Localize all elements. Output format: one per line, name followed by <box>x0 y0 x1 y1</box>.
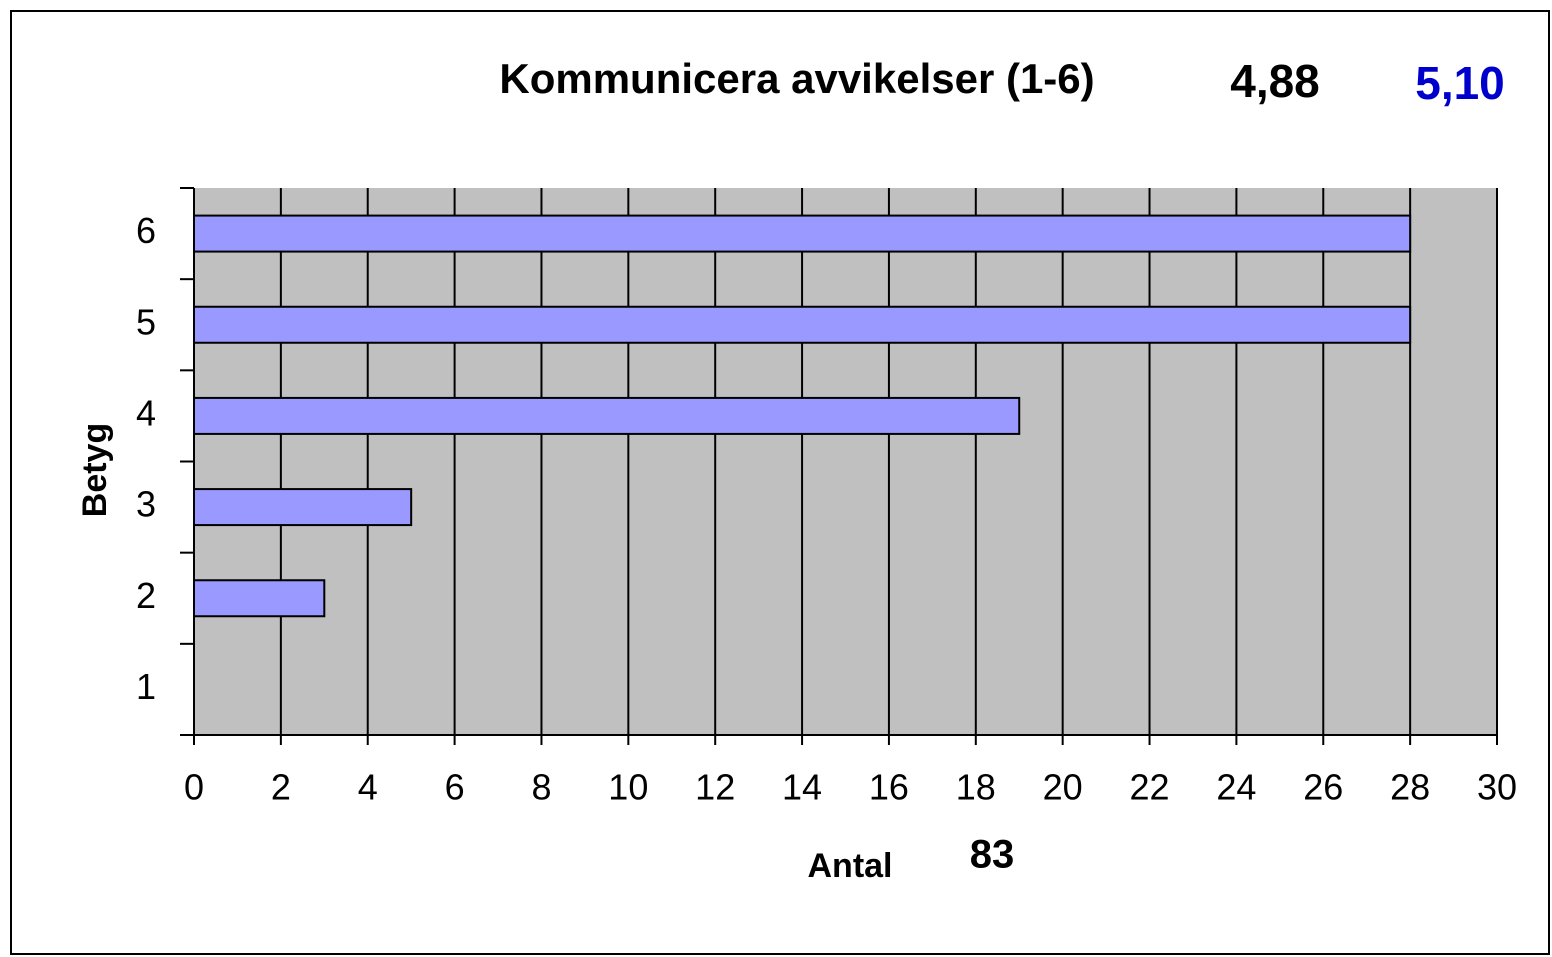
x-tick-label: 0 <box>184 767 204 808</box>
x-tick-label: 28 <box>1390 767 1430 808</box>
y-tick-label: 4 <box>136 392 156 433</box>
x-tick-label: 20 <box>1043 767 1083 808</box>
y-tick-label: 2 <box>136 575 156 616</box>
x-tick-label: 18 <box>956 767 996 808</box>
x-tick-label: 8 <box>531 767 551 808</box>
annotation: 4,88 <box>1230 55 1320 107</box>
x-tick-label: 16 <box>869 767 909 808</box>
x-tick-label: 10 <box>608 767 648 808</box>
y-tick-label: 6 <box>136 210 156 251</box>
y-tick-label: 5 <box>136 301 156 342</box>
x-tick-label: 22 <box>1130 767 1170 808</box>
bar <box>193 488 413 527</box>
x-tick-label: 2 <box>271 767 291 808</box>
x-axis-label: Antal <box>808 847 893 885</box>
chart-title: Kommunicera avvikelser (1-6) <box>499 55 1094 102</box>
y-axis-label: Betyg <box>76 423 114 517</box>
x-tick-label: 26 <box>1303 767 1343 808</box>
annotation: 5,10 <box>1415 57 1505 109</box>
x-tick-label: 6 <box>445 767 465 808</box>
x-tick-label: 30 <box>1477 767 1517 808</box>
x-tick-label: 4 <box>358 767 378 808</box>
y-tick-label: 3 <box>136 484 156 525</box>
bar <box>193 214 1412 253</box>
y-tick-label: 1 <box>136 666 156 707</box>
x-tick-label: 12 <box>695 767 735 808</box>
x-tick-label: 24 <box>1216 767 1256 808</box>
bar <box>193 305 1412 344</box>
annotation: 83 <box>970 833 1015 877</box>
plot-area <box>194 188 1497 735</box>
bar <box>193 396 1021 435</box>
x-tick-label: 14 <box>782 767 822 808</box>
bar <box>193 579 326 618</box>
